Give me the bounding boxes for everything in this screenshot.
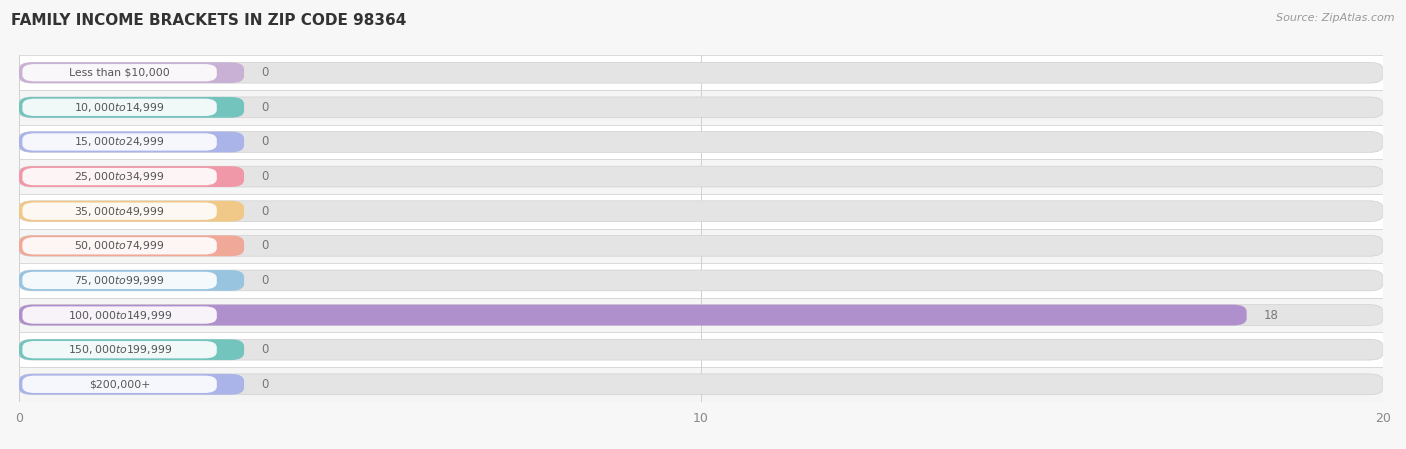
FancyBboxPatch shape [22, 202, 217, 220]
Text: 0: 0 [262, 136, 269, 149]
FancyBboxPatch shape [20, 166, 1384, 187]
FancyBboxPatch shape [22, 64, 217, 81]
Bar [20, 159, 1384, 194]
Bar [20, 125, 1384, 159]
FancyBboxPatch shape [20, 235, 245, 256]
FancyBboxPatch shape [20, 201, 245, 222]
FancyBboxPatch shape [20, 132, 1384, 152]
Text: 0: 0 [262, 170, 269, 183]
FancyBboxPatch shape [20, 62, 1384, 83]
Text: $35,000 to $49,999: $35,000 to $49,999 [75, 205, 165, 218]
Text: $150,000 to $199,999: $150,000 to $199,999 [67, 343, 172, 356]
Text: 18: 18 [1264, 308, 1278, 321]
FancyBboxPatch shape [20, 62, 245, 83]
FancyBboxPatch shape [20, 339, 245, 360]
Text: 0: 0 [262, 205, 269, 218]
FancyBboxPatch shape [20, 374, 245, 395]
Text: $10,000 to $14,999: $10,000 to $14,999 [75, 101, 165, 114]
FancyBboxPatch shape [20, 305, 1247, 326]
Text: $75,000 to $99,999: $75,000 to $99,999 [75, 274, 165, 287]
Bar [20, 90, 1384, 125]
FancyBboxPatch shape [20, 235, 1384, 256]
FancyBboxPatch shape [22, 99, 217, 116]
FancyBboxPatch shape [22, 376, 217, 393]
Text: Source: ZipAtlas.com: Source: ZipAtlas.com [1277, 13, 1395, 23]
Bar [20, 55, 1384, 90]
FancyBboxPatch shape [20, 374, 1384, 395]
Text: $100,000 to $149,999: $100,000 to $149,999 [67, 308, 172, 321]
Text: $15,000 to $24,999: $15,000 to $24,999 [75, 136, 165, 149]
FancyBboxPatch shape [22, 272, 217, 289]
FancyBboxPatch shape [22, 168, 217, 185]
Text: $50,000 to $74,999: $50,000 to $74,999 [75, 239, 165, 252]
FancyBboxPatch shape [20, 97, 245, 118]
Text: 0: 0 [262, 343, 269, 356]
FancyBboxPatch shape [22, 133, 217, 150]
Bar [20, 263, 1384, 298]
Text: 0: 0 [262, 274, 269, 287]
FancyBboxPatch shape [22, 306, 217, 324]
FancyBboxPatch shape [20, 270, 245, 291]
FancyBboxPatch shape [20, 132, 245, 152]
FancyBboxPatch shape [22, 237, 217, 255]
FancyBboxPatch shape [20, 305, 1384, 326]
FancyBboxPatch shape [20, 270, 1384, 291]
Bar [20, 367, 1384, 401]
FancyBboxPatch shape [20, 166, 245, 187]
FancyBboxPatch shape [20, 201, 1384, 222]
Bar [20, 298, 1384, 332]
Text: 0: 0 [262, 101, 269, 114]
Text: 0: 0 [262, 239, 269, 252]
Text: FAMILY INCOME BRACKETS IN ZIP CODE 98364: FAMILY INCOME BRACKETS IN ZIP CODE 98364 [11, 13, 406, 28]
FancyBboxPatch shape [22, 341, 217, 358]
Text: 0: 0 [262, 66, 269, 79]
Bar [20, 194, 1384, 229]
Text: Less than $10,000: Less than $10,000 [69, 68, 170, 78]
Text: $25,000 to $34,999: $25,000 to $34,999 [75, 170, 165, 183]
Bar [20, 332, 1384, 367]
FancyBboxPatch shape [20, 97, 1384, 118]
Text: $200,000+: $200,000+ [89, 379, 150, 389]
Text: 0: 0 [262, 378, 269, 391]
Bar [20, 229, 1384, 263]
FancyBboxPatch shape [20, 339, 1384, 360]
